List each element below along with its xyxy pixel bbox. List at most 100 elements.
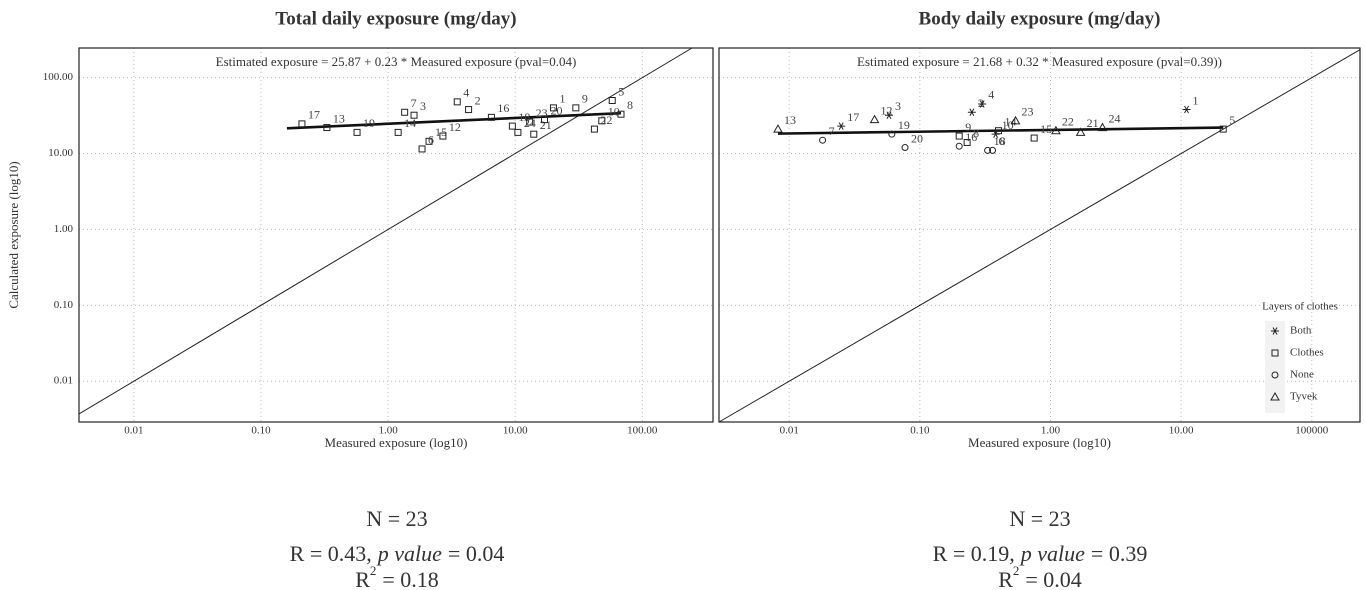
point-label: 4	[463, 86, 469, 100]
point	[526, 118, 534, 126]
r-value: R = 0.19,	[933, 541, 1015, 566]
point-label: 17	[847, 110, 859, 124]
x-tick-label: 0.10	[251, 425, 271, 437]
point-label: 16	[497, 101, 509, 115]
point-label: 15	[435, 125, 447, 139]
point	[995, 127, 1003, 135]
p-label: p value	[1019, 541, 1085, 566]
point	[955, 132, 963, 140]
y-tick-label: 0.01	[54, 375, 73, 387]
point	[1182, 105, 1191, 114]
point-label: 7	[411, 96, 417, 110]
legend-label: None	[1290, 369, 1314, 381]
chart-title: Body daily exposure (mg/day)	[919, 8, 1161, 29]
point-label: 1	[1193, 93, 1199, 107]
point	[1219, 125, 1227, 133]
identity-line	[718, 49, 1361, 423]
point-label: 1	[559, 92, 565, 106]
point	[984, 146, 992, 154]
annotation: Estimated exposure = 21.68 + 0.32 * Meas…	[857, 54, 1222, 69]
point-label: 19	[363, 116, 375, 130]
point	[1270, 391, 1280, 401]
trend-line	[777, 126, 1224, 135]
point	[1051, 125, 1061, 135]
point-label: 14	[404, 116, 416, 130]
trend-line	[286, 111, 622, 130]
point-label: 13	[333, 111, 345, 125]
point-label: 10	[608, 105, 620, 119]
point	[453, 98, 461, 106]
point	[963, 138, 971, 146]
point	[1271, 327, 1279, 335]
r2-value: = 0.18	[382, 567, 438, 590]
r-value: R = 0.43,	[290, 541, 372, 566]
point-label: 24	[524, 116, 536, 130]
point	[837, 122, 846, 130]
p-value: = 0.04	[448, 541, 504, 566]
x-tick-label: 0.01	[780, 425, 799, 437]
point-label: 10	[1002, 118, 1014, 132]
point	[1271, 349, 1279, 357]
point-label: 13	[784, 113, 796, 127]
r2-base: R	[355, 567, 370, 590]
stat-r2: R2 = 0.04	[998, 563, 1082, 590]
point-label: 7	[829, 124, 835, 138]
point	[608, 97, 616, 105]
r2-sup: 2	[370, 563, 377, 578]
point	[1097, 122, 1108, 132]
r2-sup: 2	[1013, 563, 1020, 578]
r2-base: R	[998, 567, 1013, 590]
point	[439, 132, 447, 140]
chart-title: Total daily exposure (mg/day)	[275, 8, 516, 29]
x-tick-label: 1.00	[1041, 425, 1061, 437]
point	[901, 144, 909, 152]
point	[401, 108, 409, 116]
stat-r2: R2 = 0.18	[355, 563, 439, 590]
point-label: 21	[540, 118, 552, 132]
point	[1271, 371, 1279, 379]
point	[540, 116, 548, 124]
legend-label: Clothes	[1290, 347, 1324, 359]
y-tick-label: 100.00	[43, 71, 74, 83]
point-label: 3	[895, 99, 901, 113]
point	[425, 137, 433, 145]
legend-box	[1265, 321, 1285, 413]
point-label: 15	[1040, 122, 1052, 136]
x-tick-label: 0.01	[124, 425, 143, 437]
point-label: 23	[1022, 105, 1034, 119]
point	[1030, 134, 1038, 142]
point	[955, 142, 963, 150]
point-label: 6	[428, 133, 434, 147]
stat-r: R = 0.43, p value = 0.04	[290, 541, 505, 566]
point	[773, 124, 783, 133]
point-label: 20	[550, 103, 562, 117]
point	[572, 104, 580, 112]
stat-n: N = 23	[1009, 506, 1070, 531]
point	[888, 130, 896, 138]
point	[353, 128, 361, 136]
point	[989, 146, 997, 154]
point-label: 12	[449, 120, 461, 134]
point-label: 2	[475, 93, 481, 107]
point	[508, 122, 516, 130]
point	[590, 125, 598, 133]
r2-value: = 0.04	[1025, 567, 1081, 590]
point	[869, 114, 880, 124]
x-tick-label: 1.00	[378, 425, 398, 437]
legend-label: Tyvek	[1290, 391, 1318, 403]
point-label: 2	[978, 96, 984, 110]
point-label: 16	[965, 130, 977, 144]
point-label: 14	[1005, 114, 1017, 128]
x-axis-label: Measured exposure (log10)	[325, 435, 468, 450]
point	[598, 117, 606, 125]
p-label: p value	[376, 541, 442, 566]
x-axis-label: Measured exposure (log10)	[968, 435, 1111, 450]
y-tick-label: 0.10	[54, 299, 74, 311]
y-axis-label: Calculated exposure (log10)	[6, 161, 21, 308]
point-label: 8	[627, 98, 633, 112]
point-label: 20	[911, 131, 923, 145]
point-label: 22	[600, 113, 612, 127]
point-label: 5	[1229, 113, 1235, 127]
point	[410, 111, 418, 119]
point	[1075, 127, 1086, 136]
